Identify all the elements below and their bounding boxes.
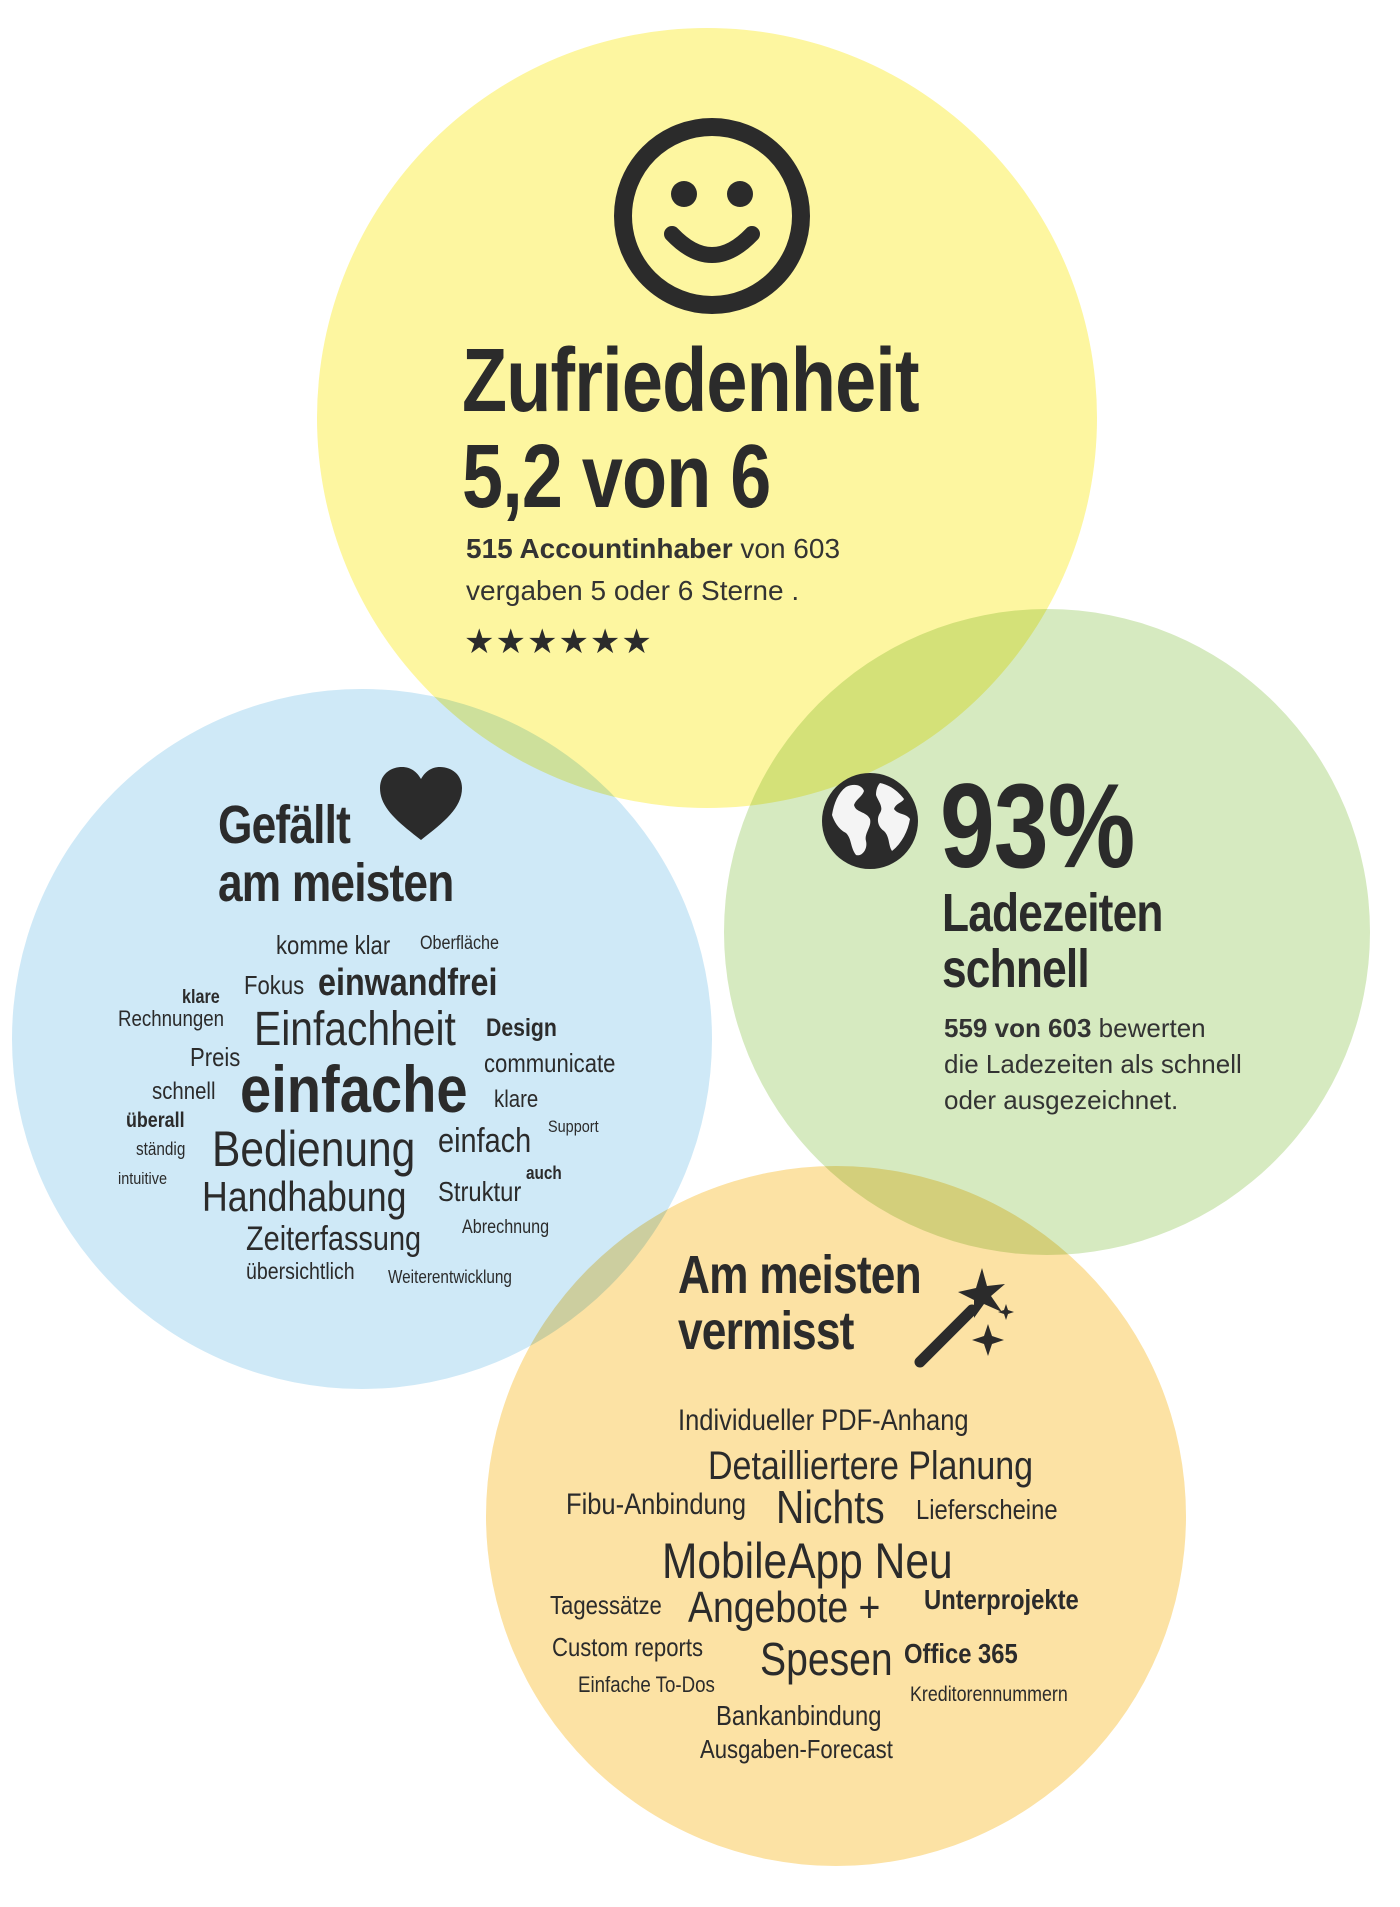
likes-word: Support [548, 1117, 599, 1136]
globe-icon [822, 773, 918, 869]
likes-word: Zeiterfassung [246, 1220, 422, 1258]
missing-word: Einfache To-Dos [578, 1672, 715, 1697]
missing-word: Bankanbindung [716, 1700, 882, 1731]
speed-text-line2: die Ladezeiten als schnell [944, 1049, 1242, 1079]
likes-word: einwandfrei [318, 962, 498, 1004]
missing-word: Unterprojekte [924, 1584, 1079, 1615]
missing-word: Ausgaben-Forecast [700, 1734, 893, 1764]
likes-word: auch [526, 1163, 562, 1183]
likes-word: Preis [190, 1042, 241, 1072]
missing-word: Angebote + [688, 1583, 881, 1632]
likes-word: Rechnungen [118, 1006, 225, 1031]
star-rating: ★★★★★★ [464, 622, 653, 662]
missing-word: MobileApp Neu [662, 1533, 953, 1589]
likes-word: übersichtlich [246, 1258, 355, 1284]
missing-word: Nichts [776, 1481, 885, 1533]
likes-word: Oberfläche [420, 933, 500, 954]
speed-title-line1: Ladezeiten [942, 883, 1163, 943]
missing-word: Lieferscheine [916, 1494, 1058, 1525]
likes-word: einfach [438, 1122, 532, 1160]
satisfaction-text-line1: 515 Accountinhaber von 603 [466, 533, 841, 564]
speed-text-line3: oder ausgezeichnet. [944, 1085, 1179, 1115]
missing-word: Fibu-Anbindung [566, 1488, 747, 1521]
speed-title-line2: schnell [942, 939, 1090, 999]
likes-word: Abrechnung [462, 1217, 550, 1238]
likes-word: Einfachheit [254, 1003, 456, 1056]
missing-word: Individueller PDF-Anhang [678, 1404, 969, 1437]
satisfaction-count: 515 Accountinhaber [466, 533, 733, 564]
likes-word: schnell [152, 1078, 216, 1105]
likes-word: Bedienung [212, 1121, 416, 1177]
missing-title-line2: vermisst [678, 1301, 854, 1361]
likes-word: klare [182, 987, 220, 1008]
magic-wand-icon [914, 1268, 1014, 1368]
speed-text-line1: 559 von 603 bewerten [944, 1013, 1206, 1043]
likes-word: Design [486, 1014, 557, 1042]
likes-word: Weiterentwicklung [388, 1267, 512, 1287]
likes-word: komme klar [276, 930, 391, 960]
likes-word: Handhabung [202, 1173, 407, 1220]
likes-title-line2: am meisten [218, 853, 454, 913]
satisfaction-score: 5,2 von 6 [462, 427, 771, 527]
speed-percent: 93% [940, 759, 1135, 893]
likes-word: klare [494, 1086, 539, 1113]
satisfaction-title: Zufriedenheit [462, 331, 920, 431]
likes-word: Fokus [244, 970, 305, 1000]
smiley-icon [614, 118, 810, 314]
missing-circle [486, 1166, 1186, 1866]
likes-title-line1: Gefällt [218, 795, 351, 855]
speed-count: 559 von 603 [944, 1013, 1092, 1043]
likes-word: Struktur [438, 1176, 522, 1207]
likes-word: überall [126, 1109, 185, 1132]
missing-word: Tagessätze [550, 1590, 662, 1620]
heart-icon [380, 767, 462, 840]
missing-word: Kreditorennummern [910, 1683, 1068, 1706]
likes-word: communicate [484, 1048, 616, 1078]
likes-word: einfache [240, 1052, 468, 1126]
missing-word: Spesen [760, 1633, 893, 1685]
satisfaction-text-line2: vergaben 5 oder 6 Sterne . [466, 575, 800, 606]
likes-word: intuitive [118, 1169, 167, 1188]
missing-word: Detailliertere Planung [708, 1444, 1034, 1488]
likes-word: ständig [136, 1139, 186, 1159]
missing-word: Custom reports [552, 1632, 704, 1662]
missing-title-line1: Am meisten [678, 1245, 922, 1305]
speed-circle [724, 609, 1370, 1255]
missing-word: Office 365 [904, 1638, 1018, 1669]
